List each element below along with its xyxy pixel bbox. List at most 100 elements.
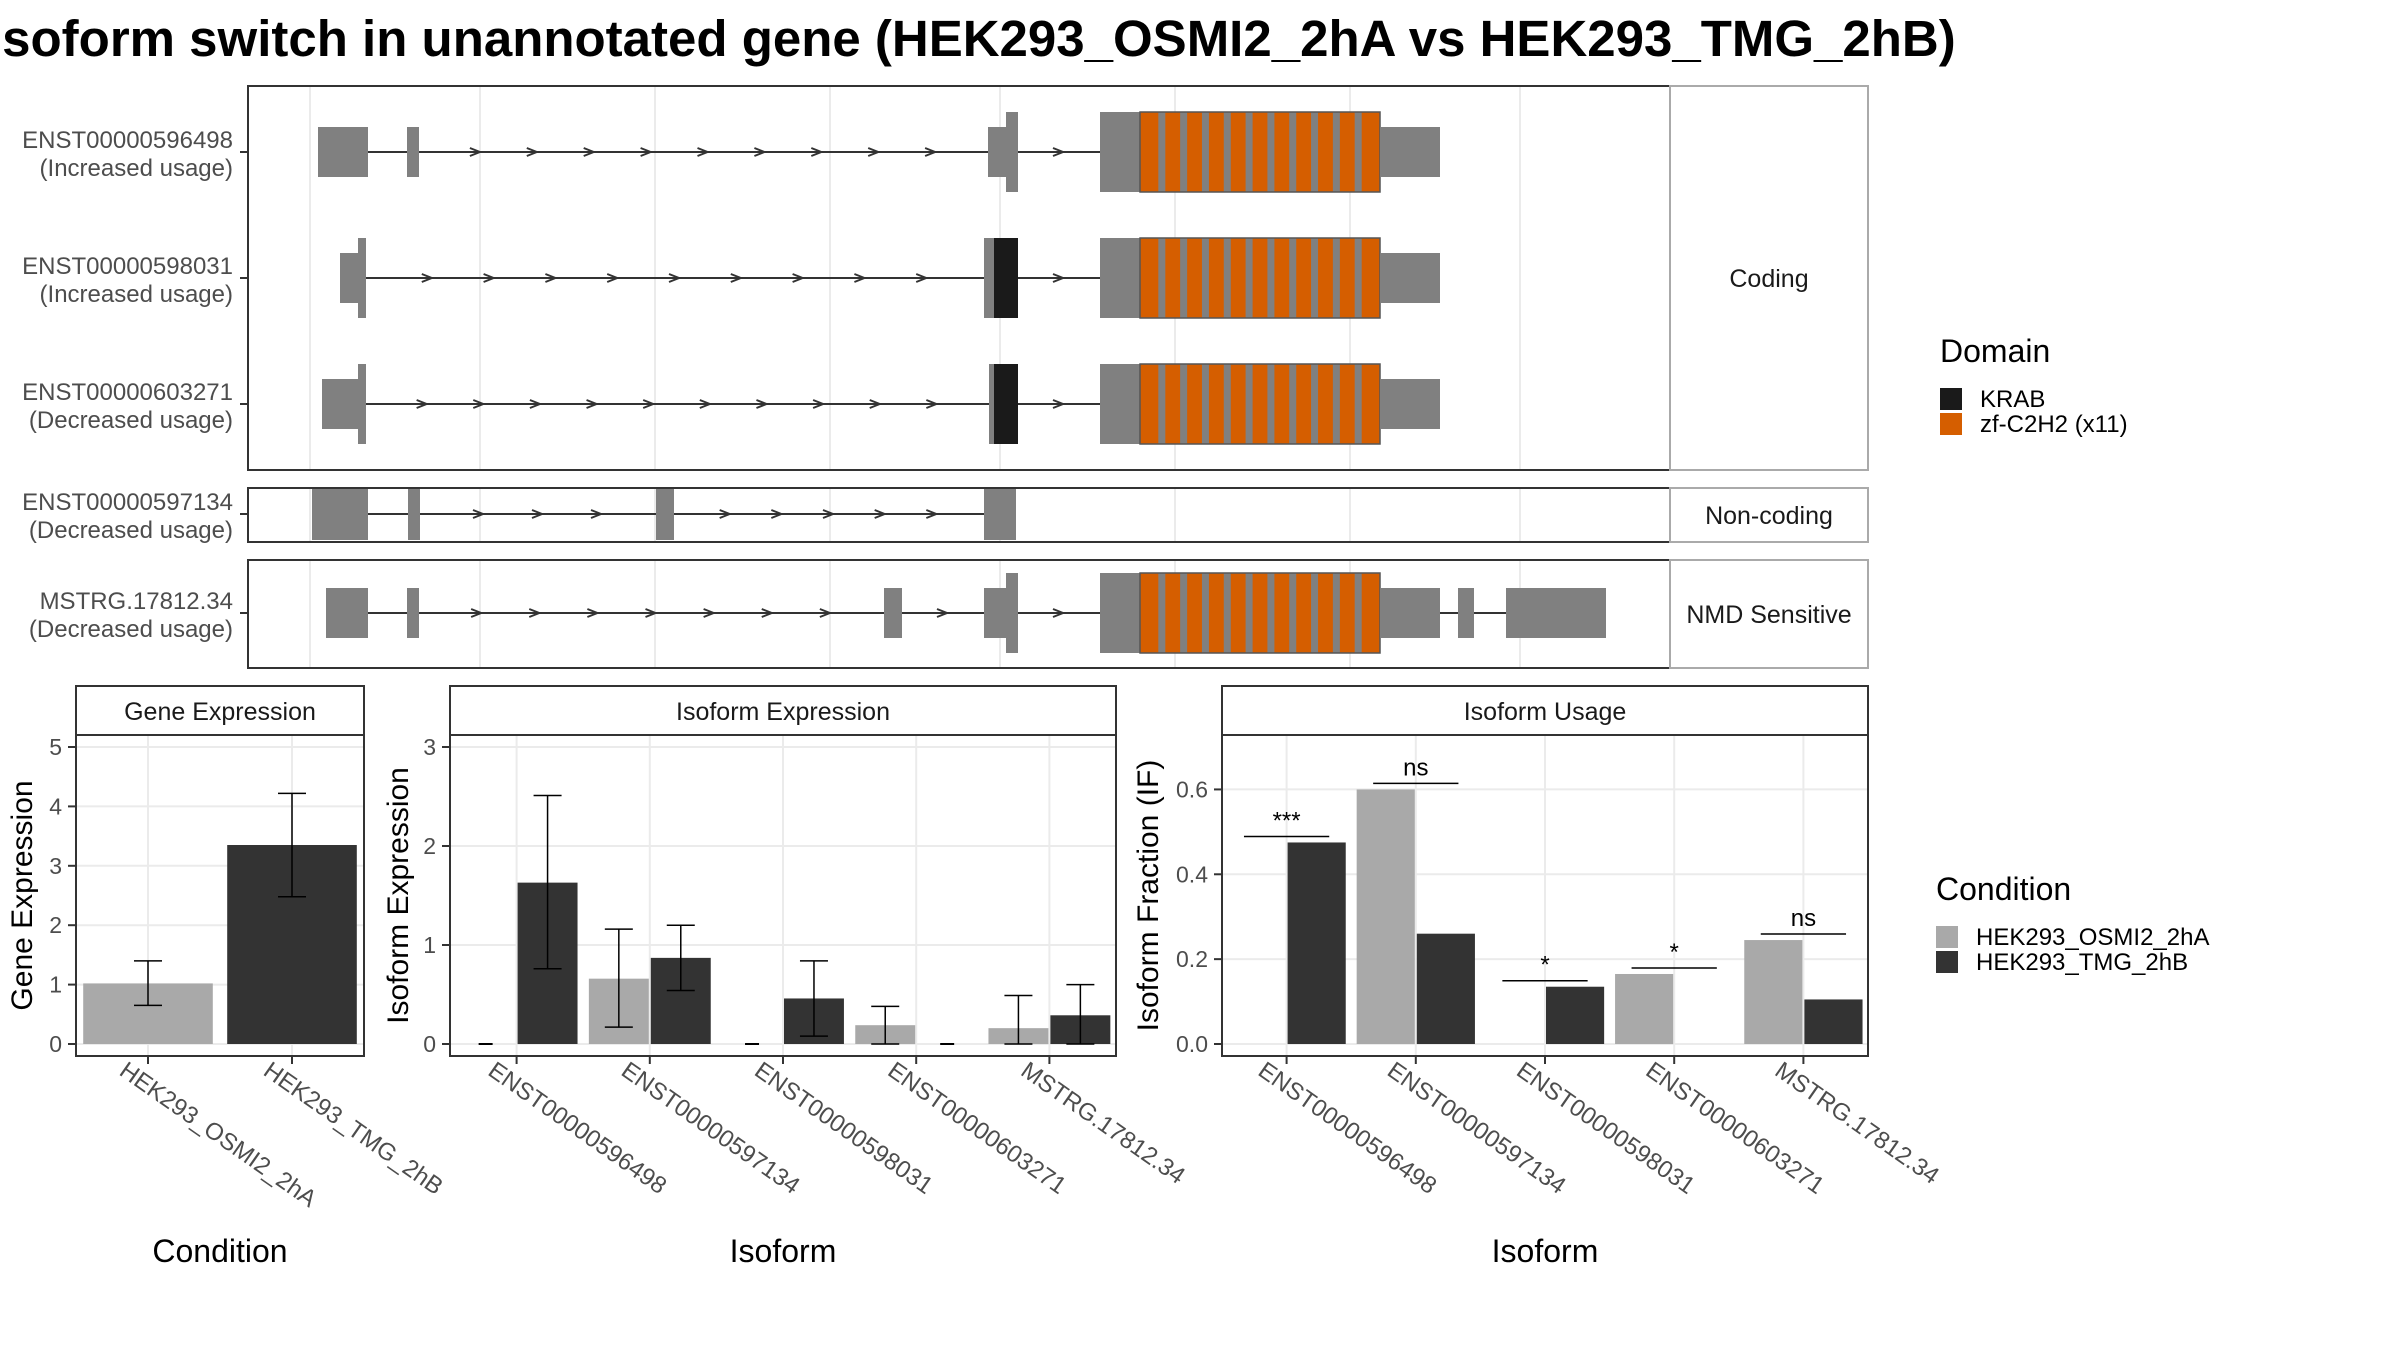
zf-c2h2-domain [1140,238,1380,318]
domain-gap [1289,112,1297,192]
intron-arrow [867,147,881,157]
facet-strip [1669,559,1869,669]
significance-label: ns [1791,905,1816,932]
significance-label: ns [1403,754,1428,781]
y-tick-label: 0 [49,1031,62,1057]
intron-arrow [812,399,826,409]
domain-gap [1223,573,1231,653]
isoform-usage-label: (Decreased usage) [29,517,233,544]
isoform-id-label: ENST00000598031 [22,253,233,280]
domain-gap [1289,364,1297,444]
domain-gap [1311,364,1319,444]
domain-gap [1354,364,1362,444]
intron-arrow [792,273,806,283]
legend-label: HEK293_TMG_2hB [1976,949,2188,976]
domain-gap [1332,364,1340,444]
bar [1546,986,1605,1044]
exon-block [407,127,419,177]
legend-swatch [1936,926,1958,948]
domain-gap [1201,238,1209,318]
intron-arrow [1052,399,1066,409]
domain-gap [1354,573,1362,653]
intron-arrow [472,399,486,409]
bar-panel: 0.00.20.40.6***ENST00000596498nsENST0000… [1132,685,1944,1269]
exon-block [1100,112,1140,192]
intron-arrow [1052,147,1066,157]
bar [1356,789,1415,1044]
y-tick-label: 0.0 [1176,1031,1208,1057]
intron-arrow [719,509,733,519]
exon-block [1006,112,1018,192]
y-axis-label: Gene Expression [6,780,39,1010]
domain-gap [1180,364,1188,444]
exon-block [1100,573,1140,653]
isoform-structure-plot: ENST00000596498(Increased usage)ENST0000… [22,85,1869,669]
domain-gap [1180,573,1188,653]
domain-gap [1354,112,1362,192]
exon-block [989,364,994,444]
legend-title: Condition [1936,871,2071,907]
y-tick-label: 1 [49,972,62,998]
exon-block [1506,588,1606,638]
bar-panel: 0123ENST00000596498ENST00000597134ENST00… [382,685,1190,1269]
domain-gap [1223,238,1231,318]
domain-gap [1245,238,1253,318]
domain-gap [1158,573,1166,653]
domain-gap [1201,364,1209,444]
isoform-id-label: ENST00000596498 [22,127,233,154]
exon-block [407,588,419,638]
domain-gap [1332,112,1340,192]
y-tick-label: 2 [423,833,436,859]
domain-gap [1223,364,1231,444]
bar [1416,933,1475,1044]
exon-block [340,253,360,303]
intron-arrow [699,399,713,409]
domain-gap [1245,112,1253,192]
domain-gap [1180,112,1188,192]
y-tick-label: 0.4 [1176,861,1208,887]
domain-gap [1245,573,1253,653]
domain-gap [1267,573,1275,653]
intron-arrow [1052,273,1066,283]
facet-strip [1669,85,1869,471]
exon-block [1380,379,1440,429]
significance-label: * [1670,939,1679,966]
domain-gap [1158,364,1166,444]
y-tick-label: 2 [49,912,62,938]
domain-gap [1201,573,1209,653]
krab-domain [994,238,1018,318]
facet-strip-label: Coding [1729,265,1808,293]
x-axis-label: Condition [152,1233,287,1269]
y-tick-label: 4 [49,793,62,819]
intron-arrow [416,399,430,409]
domain-gap [1332,573,1340,653]
exon-block [1100,364,1140,444]
intron-arrow [697,147,711,157]
bar [1744,940,1803,1044]
zf-c2h2-domain [1140,112,1380,192]
facet-strip [1669,487,1869,543]
intron-arrow [531,509,545,519]
intron-arrow [590,509,604,519]
intron-arrow [770,509,785,519]
y-tick-label: 3 [423,734,436,760]
intron-arrow [645,608,659,618]
intron-arrow [730,273,744,283]
panel-title: Isoform Usage [1464,698,1627,726]
intron-arrow [526,147,540,157]
intron-arrow [483,273,497,283]
domain-gap [1223,112,1231,192]
y-axis-label: Isoform Fraction (IF) [1132,760,1165,1032]
panel-title-strip [449,685,1117,736]
exon-block [884,588,902,638]
intron-arrow [915,273,929,283]
intron-arrow [1052,608,1066,618]
exon-block [358,364,366,444]
exon-block [322,379,358,429]
y-tick-label: 1 [423,932,436,958]
isoform-track: ENST00000603271(Decreased usage) [22,363,1440,445]
domain-gap [1289,573,1297,653]
x-axis-label: Isoform [730,1233,837,1269]
panel-title: Isoform Expression [676,698,890,726]
